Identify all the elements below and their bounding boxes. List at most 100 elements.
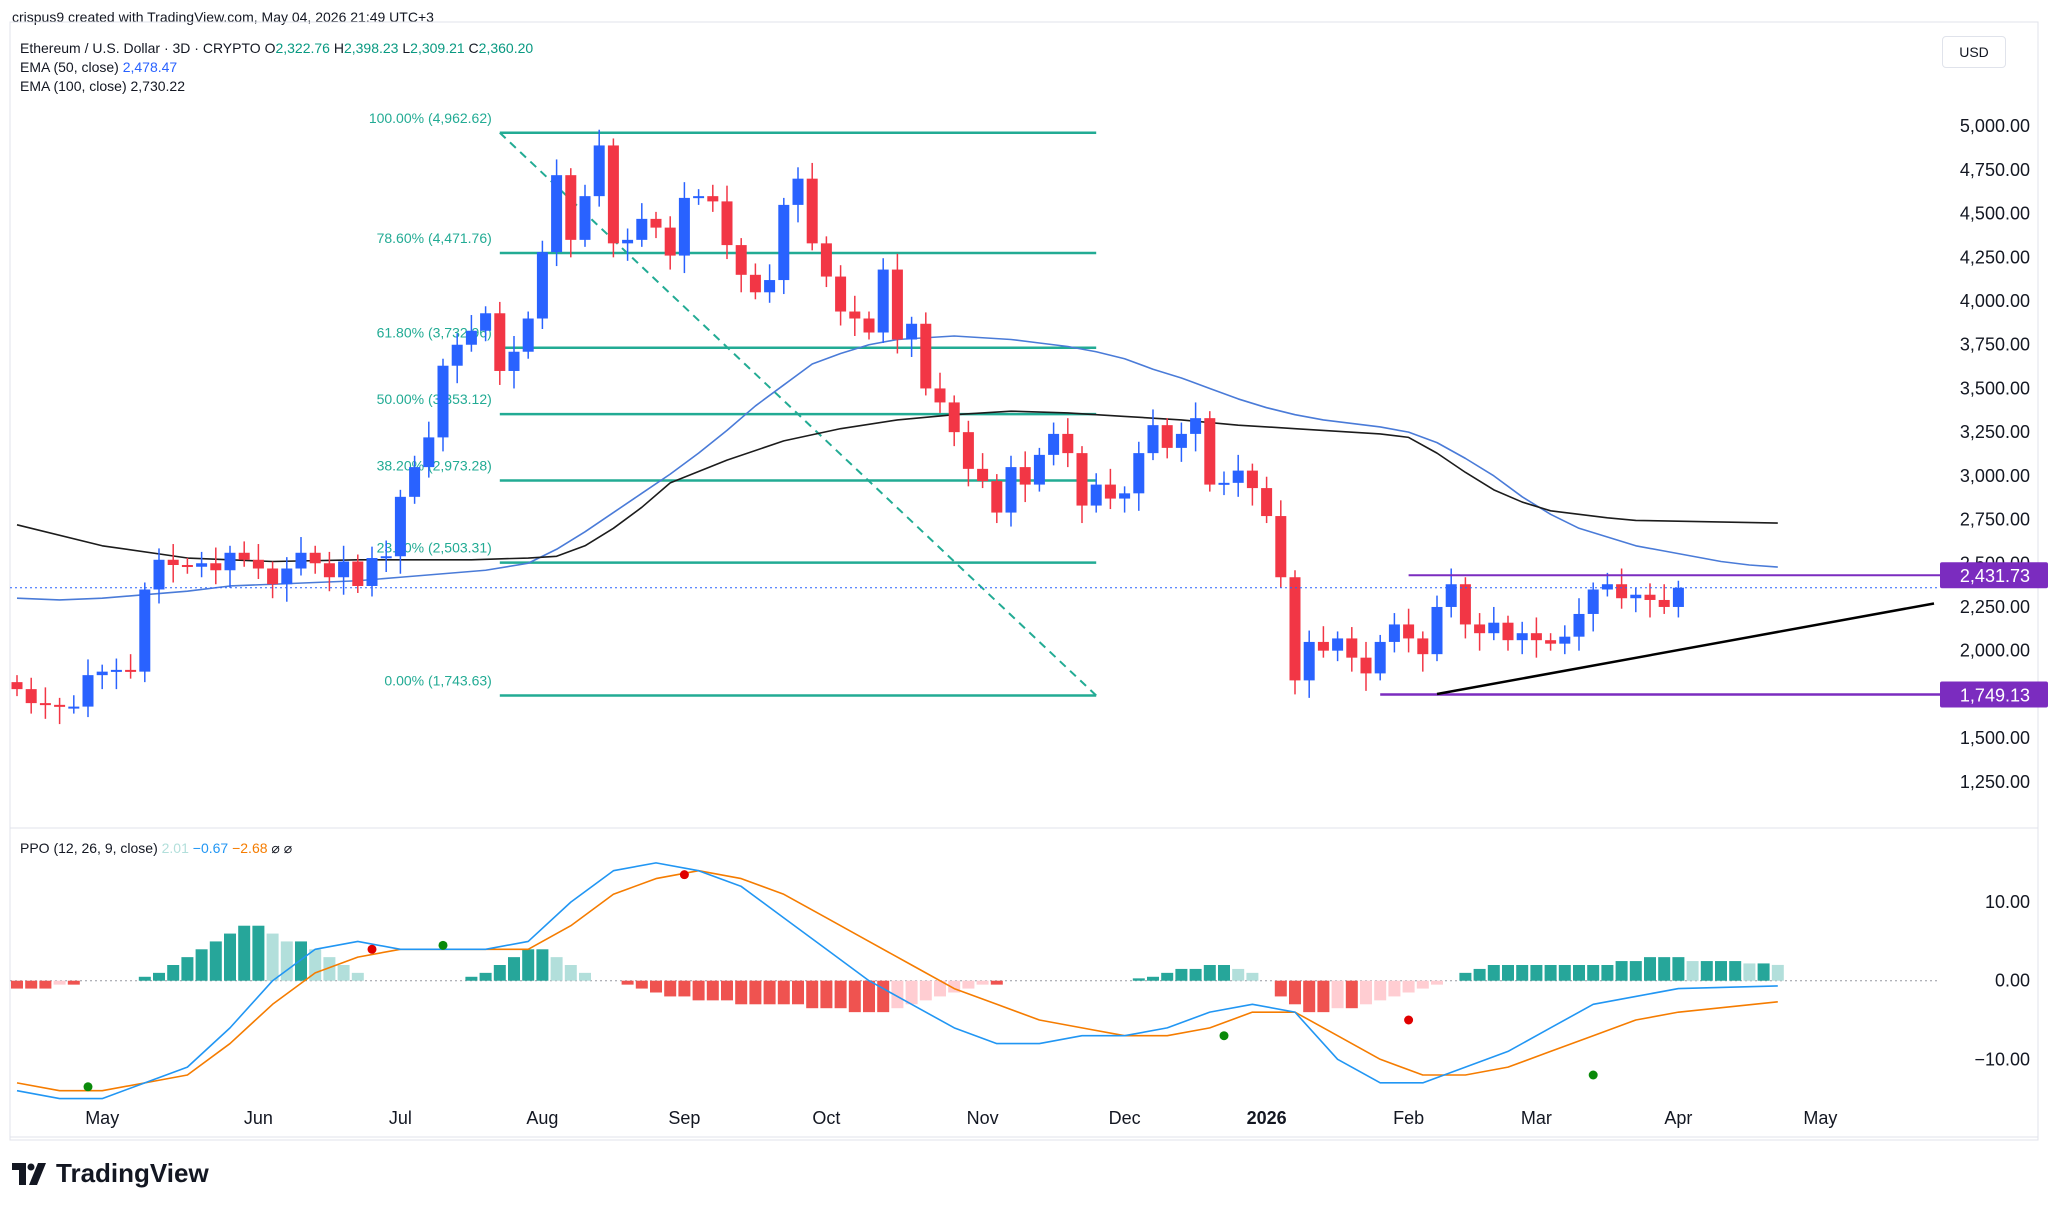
ppo-histogram-bar xyxy=(721,980,733,1001)
ppo-histogram-bar xyxy=(579,972,591,981)
ppo-histogram-bar xyxy=(1161,972,1174,981)
candle-body xyxy=(792,178,804,205)
fib-trend-line xyxy=(499,132,1097,697)
ppo-histogram-bar xyxy=(39,980,52,989)
candle-body xyxy=(139,589,151,672)
candle-body xyxy=(1076,453,1088,506)
time-axis: May Jun Jul Aug Sep Oct Nov Dec 2026 Feb Mar Apr May xyxy=(85,1108,1837,1128)
candle-body xyxy=(1175,433,1187,448)
candle-body xyxy=(110,669,122,672)
candle-body xyxy=(1275,516,1287,578)
candle-body xyxy=(962,432,974,469)
ppo-histogram-bar xyxy=(1345,980,1358,1009)
low-label: L xyxy=(402,40,411,56)
ppo-histogram-bar xyxy=(1331,980,1344,1009)
low-value: 2,309.21 xyxy=(410,40,465,56)
ppo-histogram-bar xyxy=(934,980,946,997)
candle-body xyxy=(593,145,605,197)
candle-body xyxy=(1346,638,1358,658)
ema50-value: 2,478.47 xyxy=(122,59,178,75)
time-axis-label: Oct xyxy=(812,1108,840,1128)
candle-body xyxy=(735,245,747,275)
candle-body xyxy=(920,323,932,389)
candle-body xyxy=(948,402,960,433)
candle-body xyxy=(196,563,208,567)
candle-body xyxy=(1246,470,1258,489)
price-tick-label: 3,250.00 xyxy=(1960,422,2030,442)
candle-body xyxy=(1616,584,1628,599)
ppo-histogram-bar xyxy=(1189,968,1202,981)
ppo-histogram-bar xyxy=(1132,978,1145,981)
ppo-histogram-bar xyxy=(1402,980,1415,993)
ppo-histogram-bar xyxy=(664,980,677,997)
ppo-cross-marker xyxy=(367,944,377,954)
candle-body xyxy=(1445,584,1457,607)
ppo-histogram-bar xyxy=(1530,965,1543,981)
ppo-histogram-bar xyxy=(1658,957,1671,981)
fib-label-2: 61.80% (3,732.96) xyxy=(377,325,492,341)
ppo-histogram-bar xyxy=(848,980,861,1013)
candle-body xyxy=(1530,633,1542,641)
ppo-hist-value: 2.01 xyxy=(161,840,189,856)
candle-body xyxy=(1303,641,1315,681)
candle-body xyxy=(622,239,634,244)
brand-name: TradingView xyxy=(56,1158,209,1188)
candle-body xyxy=(636,218,648,240)
ema50-legend[interactable]: EMA (50, close) 2,478.47 xyxy=(20,59,177,75)
candle-body xyxy=(423,437,435,468)
ppo-cross-marker xyxy=(438,940,448,950)
candle-body xyxy=(11,682,23,690)
candlesticks xyxy=(11,129,1684,725)
ppo-histogram-bar xyxy=(181,957,194,981)
candle-body xyxy=(664,227,676,256)
candle-body xyxy=(1488,622,1500,634)
ppo-legend[interactable]: PPO (12, 26, 9, close) 2.01 −0.67 −2.68 … xyxy=(20,840,292,857)
ppo-histogram-bar xyxy=(550,957,563,981)
price-tick-label: 1,500.00 xyxy=(1960,728,2030,748)
ppo-histogram-bar xyxy=(806,980,819,1009)
symbol-legend[interactable]: Ethereum / U.S. Dollar · 3D · CRYPTO O2,… xyxy=(20,40,533,56)
ppo-histogram-bar xyxy=(1558,965,1571,981)
candle-body xyxy=(25,689,37,704)
candle-body xyxy=(991,481,1003,513)
currency-button[interactable]: USD xyxy=(1942,36,2006,68)
candle-body xyxy=(764,280,776,293)
price-level-badge-label: 1,749.13 xyxy=(1960,686,2030,706)
ema100-legend[interactable]: EMA (100, close) 2,730.22 xyxy=(20,78,185,94)
candle-body xyxy=(210,563,222,571)
time-axis-label: Mar xyxy=(1521,1108,1552,1128)
price-tick-label: 4,750.00 xyxy=(1960,160,2030,180)
tradingview-logo[interactable]: TradingView xyxy=(12,1158,209,1189)
ema100-value: 2,730.22 xyxy=(130,78,186,94)
ppo-histogram-bar xyxy=(1203,965,1216,981)
created-line: crispus9 created with TradingView.com, M… xyxy=(12,9,434,25)
ppo-cross-marker xyxy=(679,870,689,880)
ppo-cross-marker xyxy=(83,1082,93,1092)
candle-body xyxy=(1374,641,1386,674)
ppo-histogram-bar xyxy=(976,980,989,985)
ppo-histogram-bar xyxy=(564,965,577,981)
candle-body xyxy=(1147,425,1159,454)
candle-body xyxy=(849,311,861,319)
ppo-histogram-bar xyxy=(834,980,847,1009)
tradingview-logo-icon xyxy=(12,1162,46,1185)
candle-body xyxy=(323,563,335,578)
ppo-signal-value: −2.68 xyxy=(232,840,268,856)
candle-body xyxy=(522,318,534,352)
candle-body xyxy=(309,552,321,564)
candle-body xyxy=(778,204,790,281)
fib-label-6: 0.00% (1,743.63) xyxy=(384,672,491,688)
candle-body xyxy=(1261,488,1273,517)
candle-body xyxy=(281,568,293,585)
candle-body xyxy=(1388,624,1400,642)
candle-body xyxy=(1644,594,1656,600)
time-axis-label: Jun xyxy=(244,1108,273,1128)
ppo-histogram-bar xyxy=(1487,965,1500,981)
price-tick-label: 1,250.00 xyxy=(1960,772,2030,792)
candle-body xyxy=(579,196,591,240)
candle-body xyxy=(693,196,705,199)
ppo-histogram-bar xyxy=(1743,963,1756,981)
ppo-histogram-bar xyxy=(153,972,165,981)
candle-body xyxy=(1090,484,1102,506)
